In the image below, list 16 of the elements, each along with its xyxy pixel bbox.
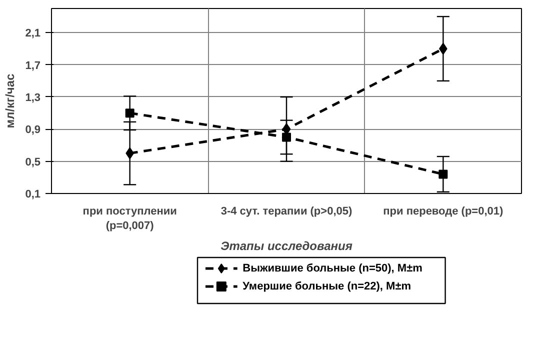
point	[282, 132, 291, 142]
x-tick-label: при поступлении (p=0,007)	[82, 206, 177, 232]
y-tick-label: 0,1	[25, 188, 41, 200]
y-tick-label: 1,3	[25, 92, 41, 104]
x-axis-title: Этапы исследования	[220, 238, 352, 253]
y-tick-label: 0,9	[25, 124, 41, 136]
x-tick-label: 3-4 сут. терапии (p>0,05)	[220, 206, 352, 218]
point	[438, 170, 448, 179]
y-tick-label: 1,7	[25, 60, 41, 72]
y-tick-label: 2,1	[25, 28, 41, 40]
legend-label: Выжившие больные (n=50), M±m	[242, 262, 423, 274]
legend-label: Умершие больные (n=22), M±m	[242, 280, 412, 292]
y-tick-label: 0,5	[25, 156, 41, 168]
x-tick-label: при переводе (p=0,01)	[383, 206, 504, 218]
point	[125, 108, 134, 118]
y-axis-title: мл/кг/час	[3, 73, 18, 128]
